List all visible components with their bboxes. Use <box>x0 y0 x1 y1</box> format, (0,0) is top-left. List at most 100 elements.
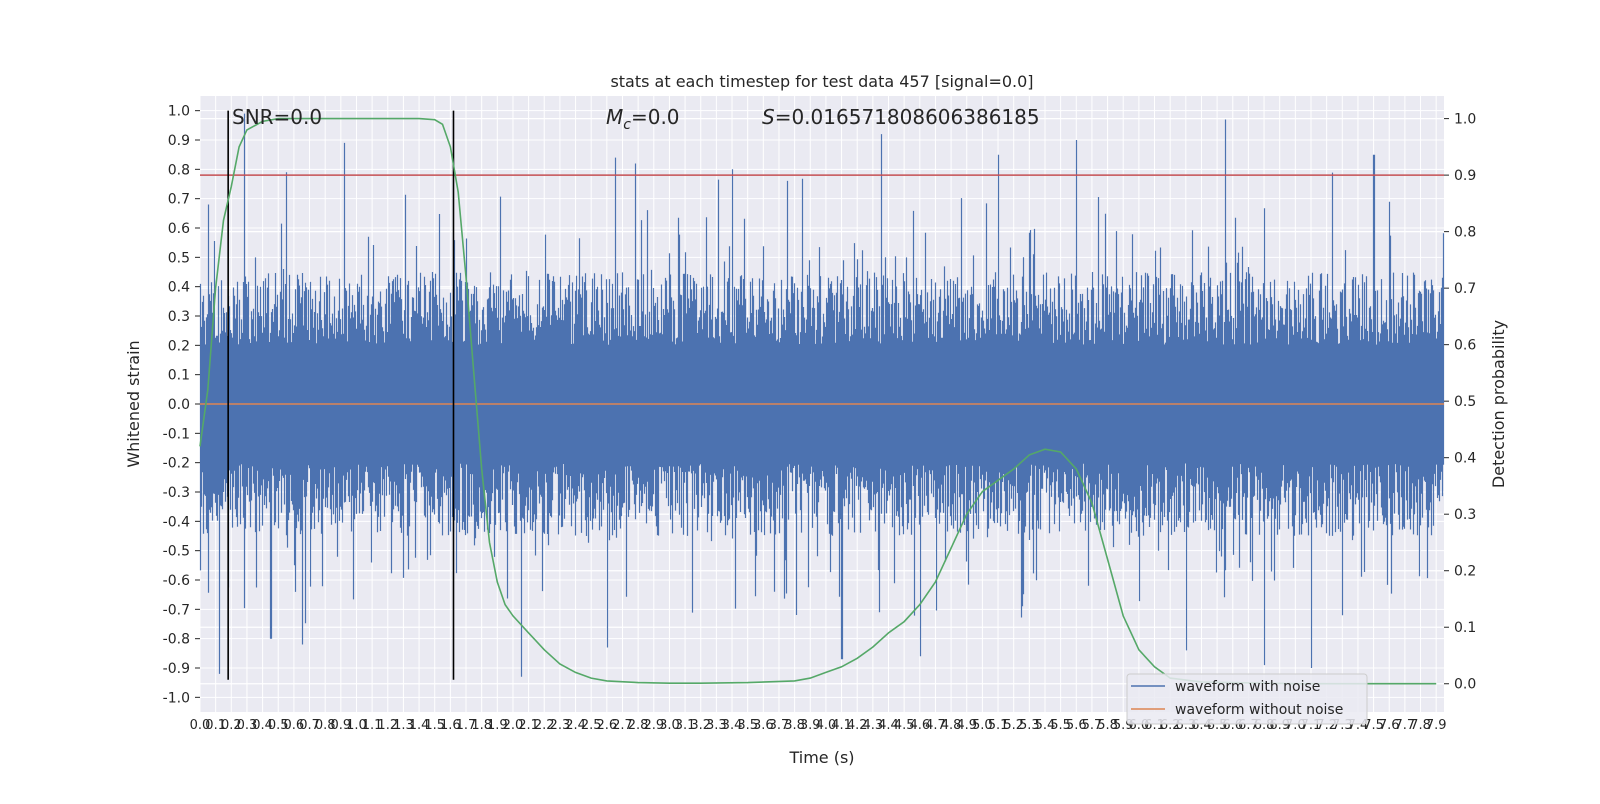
x-tick-label: 2.1 <box>518 718 539 733</box>
y-tick-label-right: 0.7 <box>1454 281 1476 297</box>
s-annotation: S=0.016571808606386185 <box>762 105 1040 129</box>
y-tick-label-left: -0.3 <box>163 485 190 501</box>
x-tick-label: 3.0 <box>659 718 680 733</box>
x-tick-label: 0.7 <box>299 718 320 733</box>
x-tick-label: 1.6 <box>440 718 461 733</box>
x-tick-label: 2.4 <box>565 718 586 733</box>
chart-title: stats at each timestep for test data 457… <box>610 72 1033 91</box>
x-tick-label: 5.1 <box>988 718 1009 733</box>
y-axis-label-left: Whitened strain <box>124 340 143 467</box>
x-tick-label: 5.7 <box>1082 718 1103 733</box>
x-tick-label: 4.8 <box>941 718 962 733</box>
x-tick-label: 3.1 <box>675 718 696 733</box>
y-tick-label-left: 0.5 <box>168 250 190 266</box>
x-tick-label: 7.7 <box>1395 718 1416 733</box>
x-tick-label: 2.2 <box>534 718 555 733</box>
detection-probability-line <box>199 117 1437 685</box>
y-tick-label-left: 0.9 <box>168 133 190 149</box>
x-tick-labels: 0.00.10.20.30.40.50.60.70.80.91.01.11.21… <box>190 718 1447 733</box>
x-tick-label: 2.8 <box>628 718 649 733</box>
x-tick-label: 7.5 <box>1363 718 1384 733</box>
y-tick-label-left: 0.8 <box>168 162 190 178</box>
x-tick-label: 1.9 <box>487 718 508 733</box>
y-tick-label-left: -0.4 <box>163 514 190 530</box>
y-tick-label-right: 0.0 <box>1454 677 1476 693</box>
s-symbol: S <box>762 105 775 129</box>
x-tick-label: 7.6 <box>1379 718 1400 733</box>
y-tick-label-right: 0.6 <box>1454 338 1476 354</box>
x-tick-label: 0.1 <box>205 718 226 733</box>
y-tick-label-right: 0.3 <box>1454 507 1476 523</box>
x-tick-label: 0.4 <box>252 718 273 733</box>
y-tick-label-right: 1.0 <box>1454 112 1476 128</box>
x-tick-label: 5.3 <box>1019 718 1040 733</box>
x-tick-label: 5.6 <box>1066 718 1087 733</box>
x-tick-label: 0.6 <box>284 718 305 733</box>
y-tick-label-left: 0.2 <box>168 338 190 354</box>
y-tick-label-left: 0.1 <box>168 368 190 384</box>
legend-label-noise: waveform with noise <box>1175 679 1320 695</box>
x-tick-label: 0.0 <box>190 718 211 733</box>
x-tick-label: 2.3 <box>550 718 571 733</box>
x-tick-label: 1.8 <box>471 718 492 733</box>
x-tick-label: 1.5 <box>424 718 445 733</box>
mc-symbol: M <box>606 105 623 129</box>
y-tick-label-left: -0.1 <box>163 426 190 442</box>
x-tick-label: 5.5 <box>1050 718 1071 733</box>
y-tick-label-right: 0.2 <box>1454 564 1476 580</box>
vertical-markers <box>227 110 455 680</box>
x-tick-label: 4.5 <box>894 718 915 733</box>
x-tick-label: 2.5 <box>581 718 602 733</box>
y-tick-label-right: 0.5 <box>1454 394 1476 410</box>
x-tick-label: 3.2 <box>690 718 711 733</box>
x-tick-label: 4.2 <box>847 718 868 733</box>
x-tick-label: 1.4 <box>409 718 430 733</box>
x-tick-label: 4.0 <box>816 718 837 733</box>
y-tick-label-left: -1.0 <box>163 690 190 706</box>
y-tick-label-left: -0.8 <box>163 632 190 648</box>
x-tick-label: 4.1 <box>831 718 852 733</box>
x-tick-label: 4.4 <box>878 718 899 733</box>
x-tick-label: 5.2 <box>1003 718 1024 733</box>
y-tick-label-left: 0.4 <box>168 280 190 296</box>
x-tick-label: 2.0 <box>503 718 524 733</box>
x-tick-label: 2.9 <box>643 718 664 733</box>
y-tick-label-left: 0.0 <box>168 397 190 413</box>
y-tick-label-left: 0.6 <box>168 221 190 237</box>
s-value: =0.016571808606386185 <box>775 105 1040 129</box>
x-tick-label: 0.9 <box>330 718 351 733</box>
y-tick-label-left: 1.0 <box>168 104 190 120</box>
x-tick-label: 1.0 <box>346 718 367 733</box>
x-tick-label: 4.6 <box>909 718 930 733</box>
x-tick-label: 4.7 <box>925 718 946 733</box>
snr-annotation: SNR=0.0 <box>232 105 322 129</box>
y-tick-label-left: -0.6 <box>163 573 190 589</box>
x-tick-label: 5.0 <box>972 718 993 733</box>
x-tick-label: 4.9 <box>956 718 977 733</box>
x-tick-label: 2.6 <box>596 718 617 733</box>
x-tick-label: 1.2 <box>377 718 398 733</box>
x-tick-label: 7.8 <box>1410 718 1431 733</box>
y-tick-label-right: 0.4 <box>1454 451 1476 467</box>
legend-box <box>1126 673 1368 725</box>
y-tick-label-right: 0.8 <box>1454 225 1476 241</box>
x-tick-label: 2.7 <box>612 718 633 733</box>
x-tick-label: 0.2 <box>221 718 242 733</box>
x-tick-label: 1.3 <box>393 718 414 733</box>
y-tick-labels-right: 1.0 0.9 0.8 0.7 0.6 0.5 0.4 0.3 0.2 0.1 0.0 <box>1444 112 1476 693</box>
y-tick-label-left: -0.9 <box>163 661 190 677</box>
y-tick-label-left: -0.2 <box>163 456 190 472</box>
x-tick-label: 3.7 <box>769 718 790 733</box>
x-axis-label: Time (s) <box>788 748 854 767</box>
y-tick-labels-left: 1.0 0.9 0.8 0.7 0.6 0.5 0.4 0.3 0.2 0.1 0.0 -0.1 -0.… <box>163 104 200 706</box>
x-tick-label: 3.6 <box>753 718 774 733</box>
y-tick-label-right: 0.9 <box>1454 168 1476 184</box>
y-tick-label-right: 0.1 <box>1454 620 1476 636</box>
x-tick-label: 3.4 <box>722 718 743 733</box>
x-tick-label: 0.5 <box>268 718 289 733</box>
x-tick-label: 3.9 <box>800 718 821 733</box>
y-axis-label-right: Detection probability <box>1489 320 1508 488</box>
x-tick-label: 3.8 <box>784 718 805 733</box>
